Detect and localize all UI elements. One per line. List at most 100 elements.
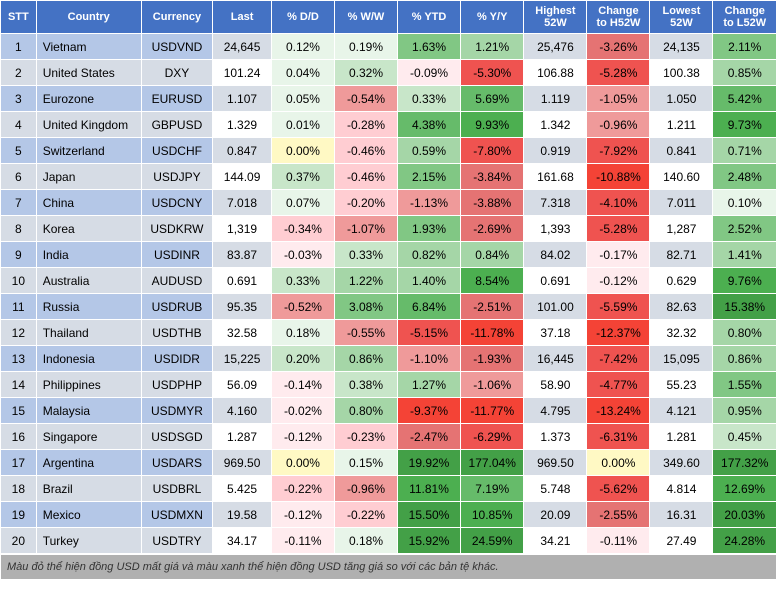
cell-ytd: -9.37% [398,398,461,424]
cell-dd: -0.14% [271,372,334,398]
cell-ch52: -10.88% [587,164,650,190]
cell-last: 101.24 [213,60,272,86]
cell-ch52: -7.42% [587,346,650,372]
cell-ww: 0.86% [334,346,397,372]
cell-yy: 1.21% [461,34,524,60]
cell-last: 15,225 [213,346,272,372]
cell-h52: 0.919 [524,138,587,164]
cell-l52: 16.31 [650,502,713,528]
cell-stt: 14 [1,372,37,398]
cell-country: Australia [36,268,141,294]
cell-h52: 106.88 [524,60,587,86]
cell-currency: USDTHB [141,320,212,346]
cell-dd: 0.18% [271,320,334,346]
cell-stt: 17 [1,450,37,476]
cell-h52: 161.68 [524,164,587,190]
cell-h52: 58.90 [524,372,587,398]
cell-currency: AUDUSD [141,268,212,294]
cell-dd: 0.12% [271,34,334,60]
cell-ww: -0.54% [334,86,397,112]
cell-l52: 1.281 [650,424,713,450]
cell-ytd: 15.92% [398,528,461,554]
cell-country: Eurozone [36,86,141,112]
cell-last: 5.425 [213,476,272,502]
cell-ch52: -1.05% [587,86,650,112]
cell-dd: 0.05% [271,86,334,112]
cell-ww: -0.46% [334,138,397,164]
cell-dd: 0.00% [271,450,334,476]
cell-h52: 25,476 [524,34,587,60]
cell-currency: USDMYR [141,398,212,424]
cell-ww: 1.22% [334,268,397,294]
cell-stt: 2 [1,60,37,86]
cell-stt: 12 [1,320,37,346]
cell-last: 144.09 [213,164,272,190]
cell-stt: 9 [1,242,37,268]
cell-cl52: 24.28% [713,528,777,554]
cell-ch52: -12.37% [587,320,650,346]
table-row: 7ChinaUSDCNY7.0180.07%-0.20%-1.13%-3.88%… [1,190,777,216]
cell-l52: 82.63 [650,294,713,320]
cell-country: United Kingdom [36,112,141,138]
cell-country: Korea [36,216,141,242]
cell-currency: USDSGD [141,424,212,450]
cell-stt: 5 [1,138,37,164]
col-cl52: Change to L52W [713,1,777,34]
cell-yy: -2.51% [461,294,524,320]
cell-yy: 0.84% [461,242,524,268]
col-stt: STT [1,1,37,34]
cell-dd: -0.12% [271,424,334,450]
cell-h52: 1.342 [524,112,587,138]
cell-yy: -7.80% [461,138,524,164]
col-ch52: Change to H52W [587,1,650,34]
cell-cl52: 20.03% [713,502,777,528]
cell-l52: 4.121 [650,398,713,424]
cell-cl52: 1.55% [713,372,777,398]
cell-ww: -0.96% [334,476,397,502]
cell-yy: 10.85% [461,502,524,528]
cell-last: 4.160 [213,398,272,424]
cell-cl52: 0.86% [713,346,777,372]
cell-ch52: -0.11% [587,528,650,554]
col-yy: % Y/Y [461,1,524,34]
cell-ytd: 0.59% [398,138,461,164]
cell-l52: 55.23 [650,372,713,398]
cell-dd: 0.01% [271,112,334,138]
cell-dd: -0.22% [271,476,334,502]
cell-last: 1,319 [213,216,272,242]
cell-currency: GBPUSD [141,112,212,138]
cell-stt: 7 [1,190,37,216]
cell-l52: 7.011 [650,190,713,216]
col-h52: Highest 52W [524,1,587,34]
cell-h52: 5.748 [524,476,587,502]
table-row: 10AustraliaAUDUSD0.6910.33%1.22%1.40%8.5… [1,268,777,294]
table-row: 4United KingdomGBPUSD1.3290.01%-0.28%4.3… [1,112,777,138]
cell-stt: 1 [1,34,37,60]
table-row: 13IndonesiaUSDIDR15,2250.20%0.86%-1.10%-… [1,346,777,372]
cell-l52: 1.211 [650,112,713,138]
cell-cl52: 0.85% [713,60,777,86]
cell-h52: 1.119 [524,86,587,112]
cell-last: 19.58 [213,502,272,528]
cell-stt: 19 [1,502,37,528]
cell-country: Singapore [36,424,141,450]
cell-ytd: 1.40% [398,268,461,294]
cell-country: China [36,190,141,216]
cell-ytd: -1.10% [398,346,461,372]
col-country: Country [36,1,141,34]
cell-stt: 11 [1,294,37,320]
cell-currency: USDBRL [141,476,212,502]
cell-yy: 7.19% [461,476,524,502]
cell-country: Japan [36,164,141,190]
cell-ch52: -4.10% [587,190,650,216]
cell-yy: -11.77% [461,398,524,424]
cell-country: Malaysia [36,398,141,424]
cell-h52: 0.691 [524,268,587,294]
cell-cl52: 1.41% [713,242,777,268]
cell-ytd: 0.33% [398,86,461,112]
cell-l52: 32.32 [650,320,713,346]
cell-currency: USDKRW [141,216,212,242]
table-row: 11RussiaUSDRUB95.35-0.52%3.08%6.84%-2.51… [1,294,777,320]
cell-country: Thailand [36,320,141,346]
cell-h52: 7.318 [524,190,587,216]
